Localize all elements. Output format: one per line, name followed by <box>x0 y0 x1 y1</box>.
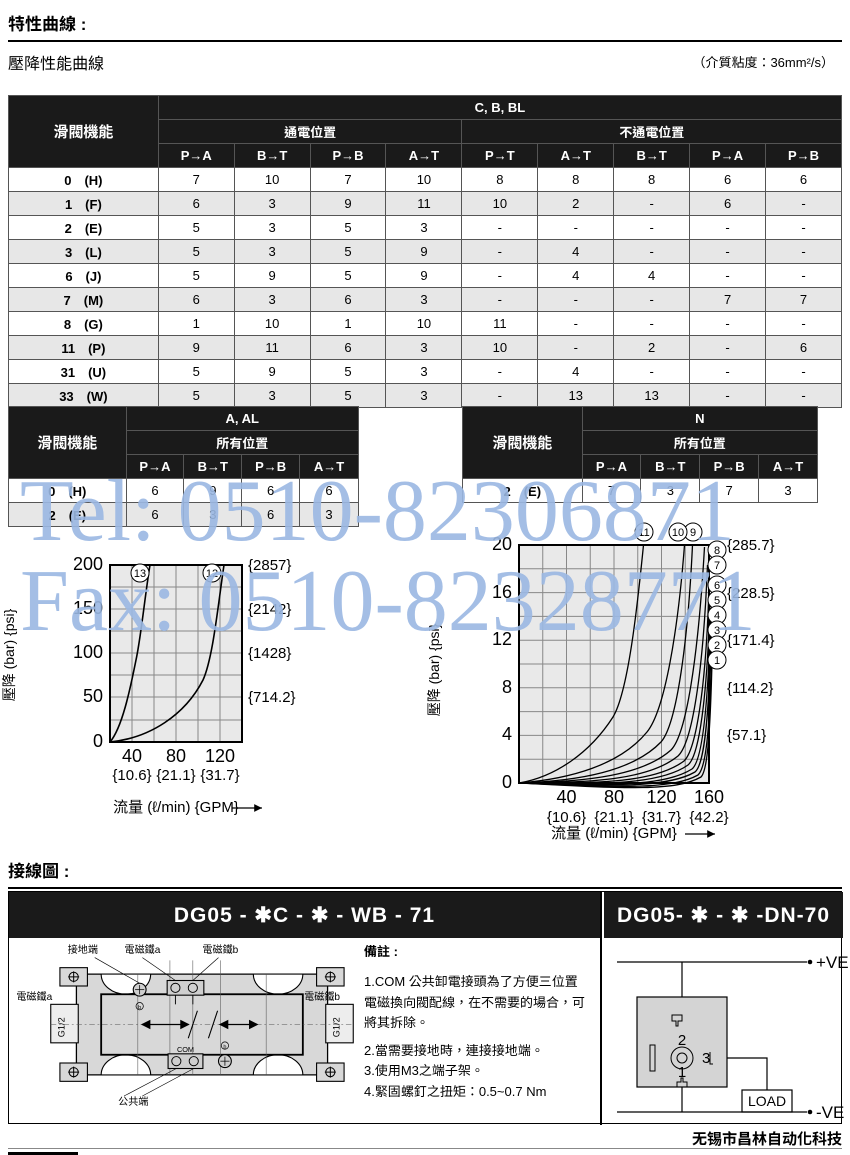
svg-text:40: 40 <box>556 787 576 807</box>
svg-text:{10.6}: {10.6} <box>547 809 586 826</box>
svg-text:2: 2 <box>714 640 720 652</box>
svg-text:4: 4 <box>502 724 512 744</box>
svg-text:0: 0 <box>93 731 103 751</box>
svg-text:120: 120 <box>205 746 235 766</box>
svg-text:壓降 (bar) {psi}: 壓降 (bar) {psi} <box>426 623 442 716</box>
svg-text:13: 13 <box>134 568 146 580</box>
svg-text:16: 16 <box>492 582 512 602</box>
svg-text:4: 4 <box>714 610 720 622</box>
svg-text:8: 8 <box>714 545 720 557</box>
svg-text:3: 3 <box>702 1050 710 1067</box>
svg-text:接地端: 接地端 <box>68 943 98 956</box>
svg-text:{228.5}: {228.5} <box>727 585 775 602</box>
svg-text:{1428}: {1428} <box>248 645 291 662</box>
svg-text:{57.1}: {57.1} <box>727 727 766 744</box>
svg-text:電磁鐵a: 電磁鐵a <box>16 990 52 1003</box>
svg-text:5: 5 <box>714 595 720 607</box>
svg-text:{42.2}: {42.2} <box>689 809 728 826</box>
svg-text:電磁鐵a: 電磁鐵a <box>124 943 160 956</box>
svg-text:9: 9 <box>690 527 696 539</box>
svg-text:120: 120 <box>646 787 676 807</box>
svg-text:{2142}: {2142} <box>248 601 291 618</box>
svg-text:{21.1}: {21.1} <box>594 809 633 826</box>
svg-text:10: 10 <box>672 527 684 539</box>
svg-text:電磁鐵b: 電磁鐵b <box>202 943 238 956</box>
svg-text:{2857}: {2857} <box>248 557 291 574</box>
svg-text:公共端: 公共端 <box>118 1095 148 1108</box>
svg-text:{714.2}: {714.2} <box>248 689 296 706</box>
svg-text:{285.7}: {285.7} <box>727 537 775 554</box>
svg-text:{10.6}: {10.6} <box>112 767 151 784</box>
svg-text:80: 80 <box>604 787 624 807</box>
svg-text:+VE: +VE <box>816 953 849 972</box>
svg-text:2: 2 <box>678 1032 686 1049</box>
svg-text:0: 0 <box>502 772 512 792</box>
svg-text:電磁鐵b: 電磁鐵b <box>304 990 340 1003</box>
svg-text:11: 11 <box>638 527 649 539</box>
svg-text:50: 50 <box>83 686 103 706</box>
svg-text:G1/2: G1/2 <box>332 1017 342 1037</box>
svg-text:20: 20 <box>492 534 512 554</box>
svg-text:150: 150 <box>73 598 103 618</box>
svg-text:200: 200 <box>73 554 103 574</box>
svg-text:LOAD: LOAD <box>748 1093 786 1109</box>
svg-text:{31.7}: {31.7} <box>642 809 681 826</box>
svg-text:-VE: -VE <box>816 1103 844 1122</box>
svg-text:{21.1}: {21.1} <box>156 767 195 784</box>
svg-text:流量 (ℓ/min) {GPM}: 流量 (ℓ/min) {GPM} <box>113 799 239 816</box>
svg-text:1: 1 <box>714 655 720 667</box>
svg-text:b: b <box>138 1005 141 1011</box>
svg-text:6: 6 <box>714 580 720 592</box>
svg-text:{171.4}: {171.4} <box>727 632 775 649</box>
svg-text:160: 160 <box>694 787 724 807</box>
svg-text:{114.2}: {114.2} <box>727 680 773 697</box>
svg-text:100: 100 <box>73 642 103 662</box>
svg-text:40: 40 <box>122 746 142 766</box>
svg-text:{31.7}: {31.7} <box>200 767 239 784</box>
svg-text:12: 12 <box>492 629 512 649</box>
svg-text:G1/2: G1/2 <box>57 1017 67 1037</box>
svg-text:8: 8 <box>502 677 512 697</box>
svg-text:80: 80 <box>166 746 186 766</box>
svg-text:COM: COM <box>177 1045 194 1054</box>
svg-text:流量 (ℓ/min) {GPM}: 流量 (ℓ/min) {GPM} <box>551 825 677 842</box>
svg-text:7: 7 <box>714 560 720 572</box>
svg-text:b: b <box>223 1044 226 1050</box>
svg-text:3: 3 <box>714 625 720 637</box>
svg-text:壓降 (bar) {psi}: 壓降 (bar) {psi} <box>1 608 17 701</box>
svg-text:12: 12 <box>206 568 218 580</box>
